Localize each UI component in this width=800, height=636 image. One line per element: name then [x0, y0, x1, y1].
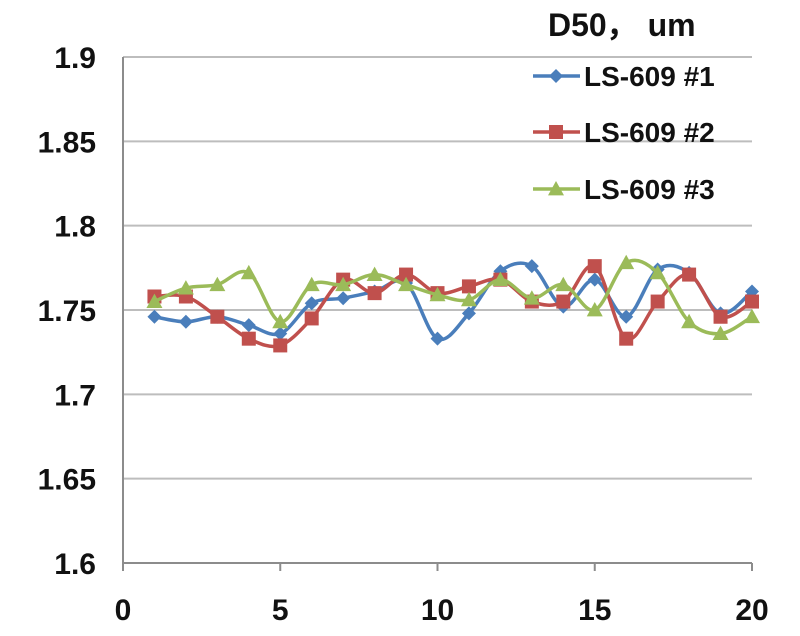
data-point — [523, 290, 540, 305]
data-point — [619, 309, 634, 324]
legend-label: LS-609 #2 — [584, 117, 715, 148]
legend: LS-609 #1 LS-609 #2 LS-609 #3 — [533, 61, 715, 205]
data-point — [556, 294, 571, 309]
data-point — [367, 286, 382, 301]
y-tick-label: 1.75 — [38, 295, 96, 328]
data-point — [587, 272, 602, 287]
data-point — [618, 254, 635, 270]
data-point — [273, 338, 288, 353]
y-tick-label: 1.65 — [38, 464, 96, 497]
data-point — [273, 326, 288, 341]
data-point — [240, 264, 257, 280]
data-point — [587, 259, 602, 274]
data-point — [713, 309, 728, 324]
data-point — [712, 325, 729, 341]
data-point — [241, 331, 256, 346]
data-point — [210, 309, 225, 324]
data-point — [492, 271, 509, 287]
data-point — [461, 306, 476, 321]
legend-label: LS-609 #1 — [584, 61, 715, 92]
data-point — [147, 309, 162, 324]
data-point — [460, 291, 477, 307]
series-layer — [146, 254, 760, 353]
legend-marker — [549, 125, 563, 139]
grid-lines — [123, 56, 752, 480]
data-point — [336, 291, 351, 306]
data-point — [619, 331, 634, 346]
data-point — [461, 279, 476, 294]
x-tick-label: 10 — [421, 594, 454, 627]
data-point — [429, 286, 446, 302]
data-point — [146, 293, 163, 308]
y-tick-label: 1.6 — [54, 548, 96, 581]
x-tick-label: 5 — [272, 594, 289, 627]
x-tick-label: 20 — [735, 594, 768, 627]
data-point — [744, 308, 760, 324]
data-point — [524, 259, 539, 274]
data-point — [304, 311, 319, 326]
data-point — [430, 331, 445, 346]
data-point — [304, 296, 319, 311]
data-point — [398, 276, 415, 292]
y-tick-label: 1.8 — [54, 211, 96, 244]
data-point — [555, 276, 572, 292]
data-point — [399, 267, 414, 282]
data-point — [650, 294, 665, 309]
data-point — [335, 276, 352, 292]
legend-marker — [549, 69, 563, 83]
chart-title: D50， um — [548, 7, 696, 43]
data-point — [366, 266, 383, 281]
data-point — [241, 318, 256, 333]
y-tick-label: 1.9 — [54, 42, 96, 75]
legend-marker — [548, 181, 564, 196]
data-point — [177, 280, 194, 295]
data-point — [272, 313, 289, 329]
y-tick-label: 1.85 — [38, 126, 96, 159]
data-point — [681, 313, 698, 329]
series-3 — [146, 254, 760, 341]
x-tick-label: 15 — [578, 594, 611, 627]
data-point — [586, 302, 603, 317]
data-point — [178, 314, 193, 329]
data-point — [209, 276, 226, 292]
data-point — [745, 294, 759, 309]
x-tick-label: 0 — [115, 594, 132, 627]
data-point — [682, 267, 697, 282]
legend-label: LS-609 #3 — [584, 174, 715, 205]
y-tick-label: 1.7 — [54, 379, 96, 412]
axes: 1.6 1.65 1.7 1.75 1.8 1.85 1.9 0 5 10 15 20 — [38, 42, 769, 627]
data-point — [303, 276, 320, 292]
data-point — [649, 264, 666, 280]
